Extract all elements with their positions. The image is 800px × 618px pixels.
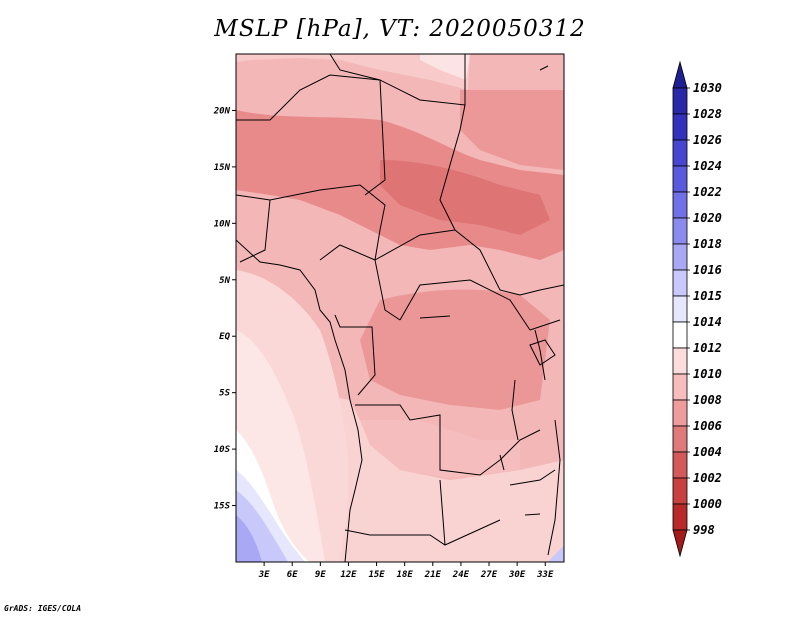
colorbar-label: 1030	[693, 81, 722, 95]
border-line	[509, 469, 556, 486]
border-line	[439, 104, 466, 231]
colorbar-max-arrow	[672, 60, 688, 89]
border-line	[236, 74, 381, 121]
colorbar-label: 1012	[693, 341, 722, 355]
x-tick-label: 33E	[536, 570, 554, 580]
colorbar-cell	[672, 139, 688, 167]
lake	[499, 454, 505, 471]
colorbar-label: 1022	[693, 185, 722, 199]
x-tick-label: 12E	[340, 570, 357, 580]
border-line	[344, 519, 501, 546]
colorbar-label: 1002	[693, 471, 722, 485]
y-tick-label: EQ	[219, 332, 230, 342]
border-line	[519, 284, 564, 296]
page-title: MSLP [hPa], VT: 2020050312	[214, 16, 586, 42]
border-line	[399, 279, 531, 331]
border-line	[374, 229, 521, 296]
map-frame	[235, 53, 565, 563]
y-tick-label: 10N	[214, 219, 231, 229]
lake	[419, 315, 451, 319]
colorbar-cell	[672, 217, 688, 245]
y-axis: 20N 15N 10N 5N EQ 5S 10S 15S	[213, 106, 236, 512]
border-line	[329, 54, 466, 106]
x-tick-label: 3E	[258, 570, 270, 580]
pressure-field	[236, 54, 564, 562]
x-tick-label: 30E	[508, 570, 526, 580]
border-line	[364, 79, 386, 196]
colorbar-cell	[672, 269, 688, 297]
colorbar-cell	[672, 295, 688, 323]
colorbar-label: 1024	[693, 159, 722, 173]
colorbar-label: 1028	[693, 107, 722, 121]
border-line	[334, 314, 376, 396]
colorbar-label: 1004	[693, 445, 722, 459]
x-tick-label: 18E	[397, 570, 414, 580]
border-line	[239, 199, 271, 263]
colorbar-cell	[672, 451, 688, 479]
colorbar-min-arrow	[672, 529, 688, 558]
colorbar-label: 1006	[693, 419, 722, 433]
field-sahel-low-core	[380, 160, 550, 235]
colorbar-label: 1026	[693, 133, 722, 147]
colorbar-cell	[672, 243, 688, 271]
field-indian-corner	[548, 545, 564, 562]
lake	[529, 339, 556, 366]
colorbar-label: 1010	[693, 367, 722, 381]
x-tick-label: 15E	[368, 570, 385, 580]
x-axis: 3E 6E 9E 12E 15E 18E 21E 24E 27E 30E 33E	[258, 562, 554, 580]
coastline	[547, 419, 561, 556]
colorbar-cell	[672, 191, 688, 219]
lake	[524, 513, 541, 516]
x-tick-label: 9E	[315, 570, 326, 580]
border-line	[439, 479, 446, 546]
colorbar-cell	[672, 373, 688, 401]
colorbar-cell	[672, 87, 688, 115]
colorbar-label: 1018	[693, 237, 722, 251]
x-tick-label: 24E	[452, 570, 470, 580]
colorbar-cell	[672, 503, 688, 531]
borders	[236, 54, 564, 562]
colorbar-label: 1008	[693, 393, 722, 407]
field-congo	[360, 289, 550, 410]
border-line	[529, 319, 561, 331]
coastline	[534, 329, 546, 381]
y-tick-label: 5S	[219, 389, 230, 399]
coastline	[236, 239, 363, 562]
colorbar-cell	[672, 113, 688, 141]
field-east-low	[460, 90, 564, 170]
colorbar-cell	[672, 399, 688, 427]
colorbar-label: 1016	[693, 263, 722, 277]
border-line	[355, 404, 501, 476]
x-tick-label: 6E	[287, 570, 298, 580]
colorbar-label: 998	[693, 523, 715, 537]
border-line	[319, 244, 401, 321]
field-atlantic-6	[236, 515, 262, 562]
y-tick-label: 20N	[213, 106, 231, 116]
lake	[539, 65, 549, 71]
colorbar-label: 1015	[693, 289, 722, 303]
border-line	[499, 429, 541, 461]
colorbar-cell	[672, 321, 688, 349]
lake	[511, 379, 519, 441]
y-tick-label: 10S	[214, 445, 231, 455]
colorbar: 1030 1028 1026 1024 1022 1020 1018 1016 1015 1014…	[672, 60, 722, 558]
colorbar-cell	[672, 425, 688, 453]
colorbar-label: 1020	[693, 211, 722, 225]
colorbar-cell	[672, 347, 688, 375]
colorbar-cell	[672, 165, 688, 193]
x-tick-label: 21E	[424, 570, 442, 580]
colorbar-cell	[672, 477, 688, 505]
colorbar-label: 1014	[693, 315, 722, 329]
y-tick-label: 5N	[219, 276, 230, 286]
field-high-north	[236, 54, 470, 90]
x-tick-label: 27E	[480, 570, 498, 580]
colorbar-label: 1000	[693, 497, 722, 511]
y-tick-label: 15S	[214, 502, 231, 512]
y-tick-label: 15N	[214, 163, 231, 173]
credit-text: GrADS: IGES/COLA	[4, 604, 82, 613]
field-high-northtop	[420, 54, 470, 80]
